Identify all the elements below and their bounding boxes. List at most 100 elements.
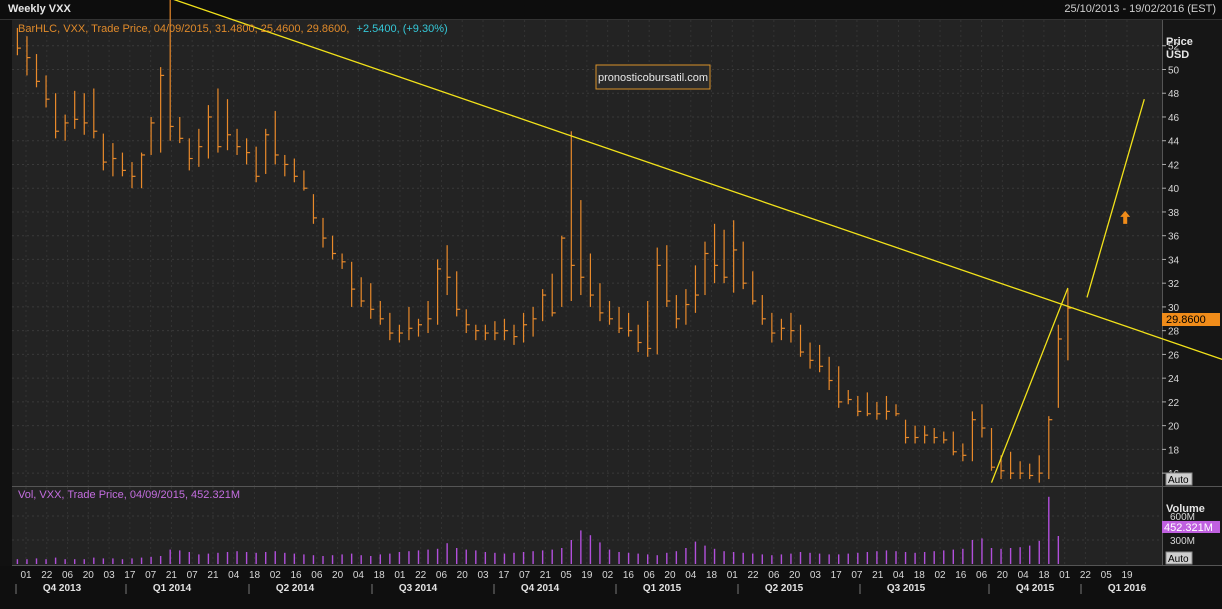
- price-bar: [723, 229, 728, 284]
- price-bar: [284, 154, 289, 177]
- price-bar: [742, 241, 747, 290]
- price-bar: [943, 431, 948, 444]
- price-bar: [389, 312, 394, 341]
- price-bar: [713, 223, 719, 284]
- price-bar: [437, 259, 442, 325]
- price-bar: [904, 419, 910, 444]
- price-bar: [570, 131, 575, 301]
- price-bar: [494, 321, 499, 341]
- week-tick-label: 04: [1018, 570, 1030, 581]
- volume-auto-label: Auto: [1168, 554, 1189, 565]
- price-tick-label: 26: [1168, 350, 1180, 361]
- week-tick-label: 22: [748, 570, 760, 581]
- time-axis-panel: [0, 566, 1222, 609]
- price-bar: [561, 235, 566, 307]
- price-bar: [217, 88, 222, 153]
- price-bar: [102, 133, 107, 171]
- price-auto-button[interactable]: Auto: [1165, 472, 1193, 486]
- price-tick-label: 42: [1168, 160, 1180, 171]
- price-bar: [303, 170, 308, 191]
- week-tick-label: 07: [851, 570, 863, 581]
- price-bar: [847, 390, 852, 405]
- price-tick-label: 22: [1168, 398, 1180, 409]
- quarter-label: Q1 2014: [153, 583, 192, 594]
- price-tick-label: 28: [1168, 327, 1180, 338]
- price-bar: [675, 295, 680, 329]
- date-range: 25/10/2013 - 19/02/2016 (EST): [1064, 3, 1216, 15]
- price-tick-label: 32: [1168, 279, 1180, 290]
- price-bar: [456, 271, 461, 317]
- price-bar: [188, 138, 193, 171]
- price-legend-text: BarHLC, VXX, Trade Price, 04/09/2015, 31…: [18, 23, 349, 35]
- price-bar: [542, 289, 547, 322]
- price-bar: [761, 295, 766, 325]
- price-bar: [694, 265, 699, 313]
- price-bar: [265, 128, 270, 174]
- volume-auto-button[interactable]: Auto: [1165, 551, 1193, 565]
- price-bar: [666, 245, 671, 307]
- week-tick-label: 07: [519, 570, 531, 581]
- price-bar: [924, 425, 929, 444]
- week-tick-label: 19: [581, 570, 593, 581]
- price-bar: [990, 428, 995, 471]
- week-tick-label: 04: [893, 570, 905, 581]
- week-tick-label: 02: [270, 570, 282, 581]
- trendline-projection[interactable]: [1086, 98, 1145, 298]
- week-tick-label: 21: [166, 570, 178, 581]
- price-bar: [580, 200, 585, 296]
- week-tick-label: 06: [768, 570, 780, 581]
- price-bar: [885, 395, 890, 420]
- price-tick-label: 52: [1168, 42, 1180, 53]
- week-tick-label: 20: [457, 570, 469, 581]
- price-bar: [1057, 324, 1062, 408]
- price-bar: [45, 75, 50, 108]
- window-header: Weekly VXX 25/10/2013 - 19/02/2016 (EST): [0, 0, 1222, 20]
- quarter-label: Q2 2014: [276, 583, 315, 594]
- price-bar: [799, 324, 804, 357]
- price-bar: [895, 404, 900, 417]
- price-bar: [341, 253, 346, 269]
- price-bar: [876, 401, 881, 420]
- price-bar: [866, 392, 871, 417]
- price-bar: [484, 324, 489, 341]
- week-tick-label: 22: [1080, 570, 1092, 581]
- price-bar: [131, 162, 136, 189]
- price-bar: [160, 67, 165, 153]
- week-tick-label: 06: [436, 570, 448, 581]
- price-bar: [589, 253, 594, 307]
- quarter-label: Q3 2015: [887, 583, 926, 594]
- week-tick-label: 04: [228, 570, 240, 581]
- price-bar: [828, 356, 833, 391]
- trendline-rally[interactable]: [990, 287, 1069, 483]
- price-bar: [64, 114, 69, 141]
- price-bar: [226, 99, 231, 151]
- price-bar: [446, 245, 451, 296]
- price-bar: [255, 146, 260, 183]
- price-bar: [733, 220, 738, 293]
- week-tick-label: 07: [187, 570, 199, 581]
- price-bar: [312, 194, 317, 224]
- week-tick-label: 18: [706, 570, 718, 581]
- price-tick-label: 34: [1168, 255, 1180, 266]
- price-bar: [752, 271, 757, 305]
- week-tick-label: 04: [685, 570, 697, 581]
- price-tick-label: 30: [1168, 303, 1180, 314]
- price-bar: [74, 90, 79, 129]
- week-tick-label: 22: [41, 570, 53, 581]
- price-bar: [838, 366, 843, 408]
- price-bar: [274, 111, 279, 165]
- last-volume-badge: [1162, 521, 1220, 533]
- price-bar: [150, 116, 155, 155]
- week-tick-label: 21: [872, 570, 884, 581]
- week-tick-label: 17: [498, 570, 510, 581]
- price-bar: [112, 143, 117, 177]
- week-tick-label: 20: [83, 570, 95, 581]
- price-panel[interactable]: [12, 20, 1162, 486]
- trendline-resistance[interactable]: [170, 0, 1222, 369]
- volume-tick-label: 300M: [1170, 536, 1195, 547]
- up-arrow-icon[interactable]: [1120, 210, 1131, 224]
- price-tick-label: 24: [1168, 374, 1180, 385]
- price-bar: [16, 27, 21, 56]
